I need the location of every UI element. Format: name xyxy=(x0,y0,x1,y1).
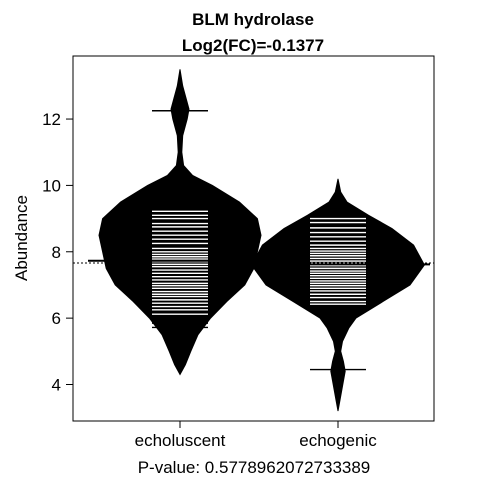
p-value-footer: P-value: 0.5778962072733389 xyxy=(138,458,371,477)
chart-subtitle: Log2(FC)=-0.1377 xyxy=(182,36,324,55)
y-tick-label-10: 10 xyxy=(42,176,61,195)
x-tick-label-echogenic: echogenic xyxy=(299,431,377,450)
y-axis: 4 6 8 10 12 xyxy=(42,110,74,395)
y-tick-label-4: 4 xyxy=(52,376,61,395)
x-axis: echoluscent echogenic xyxy=(135,420,377,450)
x-tick-label-echoluscent: echoluscent xyxy=(135,431,226,450)
beans-layer xyxy=(88,69,430,412)
y-tick-label-6: 6 xyxy=(52,309,61,328)
y-tick-label-8: 8 xyxy=(52,243,61,262)
chart-title: BLM hydrolase xyxy=(192,10,314,29)
y-tick-label-12: 12 xyxy=(42,110,61,129)
y-axis-label: Abundance xyxy=(12,195,31,281)
bean-echoluscent xyxy=(98,69,262,376)
